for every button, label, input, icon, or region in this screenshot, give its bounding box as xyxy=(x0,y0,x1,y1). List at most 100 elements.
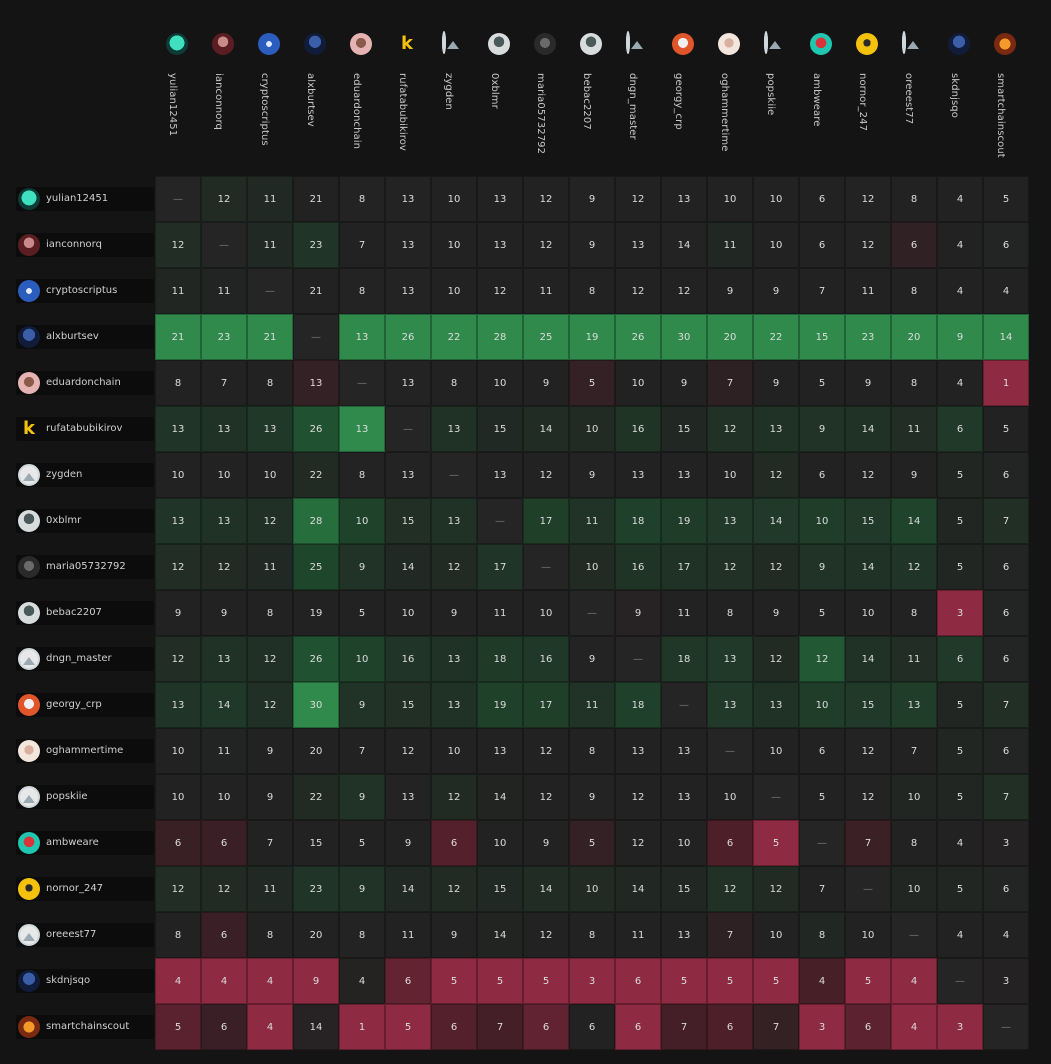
heatmap-cell[interactable]: 6 xyxy=(155,820,201,866)
heatmap-cell-diagonal[interactable]: — xyxy=(523,544,569,590)
column-header[interactable]: zygden xyxy=(431,31,477,173)
heatmap-cell[interactable]: 12 xyxy=(707,406,753,452)
column-header[interactable]: oreeest77 xyxy=(891,31,937,173)
heatmap-cell[interactable]: 22 xyxy=(753,314,799,360)
heatmap-cell[interactable]: 4 xyxy=(937,360,983,406)
heatmap-cell[interactable]: 8 xyxy=(339,452,385,498)
heatmap-cell[interactable]: 14 xyxy=(845,544,891,590)
heatmap-cell[interactable]: 15 xyxy=(661,406,707,452)
heatmap-cell[interactable]: 6 xyxy=(431,820,477,866)
heatmap-cell[interactable]: 13 xyxy=(431,406,477,452)
heatmap-cell-diagonal[interactable]: — xyxy=(937,958,983,1004)
heatmap-cell[interactable]: 13 xyxy=(431,682,477,728)
heatmap-cell[interactable]: 9 xyxy=(569,636,615,682)
heatmap-cell[interactable]: 5 xyxy=(431,958,477,1004)
column-header[interactable]: alxburtsev xyxy=(293,33,339,173)
heatmap-cell-diagonal[interactable]: — xyxy=(385,406,431,452)
heatmap-cell[interactable]: 12 xyxy=(431,866,477,912)
heatmap-cell[interactable]: 10 xyxy=(799,682,845,728)
heatmap-cell[interactable]: 5 xyxy=(339,590,385,636)
row-header[interactable]: cryptoscriptus xyxy=(16,279,154,303)
heatmap-cell[interactable]: 12 xyxy=(385,728,431,774)
heatmap-cell[interactable]: 14 xyxy=(477,774,523,820)
heatmap-cell[interactable]: 10 xyxy=(707,774,753,820)
heatmap-cell-diagonal[interactable]: — xyxy=(983,1004,1029,1050)
heatmap-cell[interactable]: 9 xyxy=(431,590,477,636)
heatmap-cell[interactable]: 6 xyxy=(937,406,983,452)
heatmap-cell[interactable]: 13 xyxy=(477,222,523,268)
heatmap-cell[interactable]: 14 xyxy=(845,406,891,452)
heatmap-cell[interactable]: 8 xyxy=(891,590,937,636)
heatmap-cell[interactable]: 4 xyxy=(891,1004,937,1050)
heatmap-cell[interactable]: 8 xyxy=(155,360,201,406)
heatmap-cell[interactable]: 13 xyxy=(707,636,753,682)
heatmap-cell[interactable]: 10 xyxy=(753,728,799,774)
heatmap-cell[interactable]: 8 xyxy=(569,728,615,774)
heatmap-cell[interactable]: 9 xyxy=(569,452,615,498)
heatmap-cell[interactable]: 12 xyxy=(661,268,707,314)
heatmap-cell[interactable]: 10 xyxy=(247,452,293,498)
heatmap-cell[interactable]: 10 xyxy=(661,820,707,866)
heatmap-cell-diagonal[interactable]: — xyxy=(891,912,937,958)
column-header[interactable]: eduardonchain xyxy=(339,33,385,173)
heatmap-cell[interactable]: 6 xyxy=(615,958,661,1004)
heatmap-cell[interactable]: 12 xyxy=(155,866,201,912)
heatmap-cell[interactable]: 9 xyxy=(247,728,293,774)
heatmap-cell[interactable]: 4 xyxy=(937,222,983,268)
heatmap-cell[interactable]: 7 xyxy=(707,912,753,958)
heatmap-cell[interactable]: 11 xyxy=(661,590,707,636)
column-header[interactable]: popskiie xyxy=(753,31,799,173)
heatmap-cell[interactable]: 10 xyxy=(385,590,431,636)
heatmap-cell[interactable]: 12 xyxy=(201,176,247,222)
heatmap-cell[interactable]: 8 xyxy=(155,912,201,958)
heatmap-cell[interactable]: 13 xyxy=(615,452,661,498)
heatmap-cell[interactable]: 6 xyxy=(983,866,1029,912)
heatmap-cell[interactable]: 12 xyxy=(523,222,569,268)
heatmap-cell[interactable]: 12 xyxy=(615,268,661,314)
heatmap-cell[interactable]: 12 xyxy=(247,636,293,682)
heatmap-cell[interactable]: 23 xyxy=(845,314,891,360)
heatmap-cell[interactable]: 9 xyxy=(799,544,845,590)
column-header[interactable]: georgy_crp xyxy=(661,33,707,173)
heatmap-cell-diagonal[interactable]: — xyxy=(615,636,661,682)
heatmap-cell[interactable]: 11 xyxy=(569,682,615,728)
heatmap-cell[interactable]: 8 xyxy=(339,176,385,222)
row-header[interactable]: oreeest77 xyxy=(16,923,154,947)
heatmap-cell[interactable]: 13 xyxy=(753,406,799,452)
heatmap-cell-diagonal[interactable]: — xyxy=(293,314,339,360)
heatmap-cell[interactable]: 11 xyxy=(201,728,247,774)
heatmap-cell[interactable]: 9 xyxy=(523,820,569,866)
heatmap-cell[interactable]: 25 xyxy=(523,314,569,360)
heatmap-cell[interactable]: 11 xyxy=(247,544,293,590)
heatmap-cell[interactable]: 12 xyxy=(155,222,201,268)
heatmap-cell[interactable]: 10 xyxy=(431,728,477,774)
heatmap-cell[interactable]: 10 xyxy=(615,360,661,406)
heatmap-cell[interactable]: 13 xyxy=(477,728,523,774)
column-header[interactable]: smartchainscout xyxy=(983,33,1029,173)
heatmap-cell[interactable]: 4 xyxy=(247,958,293,1004)
heatmap-cell[interactable]: 7 xyxy=(983,498,1029,544)
heatmap-cell[interactable]: 15 xyxy=(385,682,431,728)
heatmap-cell[interactable]: 20 xyxy=(293,912,339,958)
heatmap-cell[interactable]: 10 xyxy=(845,590,891,636)
row-header[interactable]: oghammertime xyxy=(16,739,154,763)
heatmap-cell[interactable]: 4 xyxy=(983,268,1029,314)
heatmap-cell[interactable]: 7 xyxy=(983,774,1029,820)
heatmap-cell[interactable]: 8 xyxy=(891,176,937,222)
heatmap-cell[interactable]: 7 xyxy=(707,360,753,406)
heatmap-cell[interactable]: 6 xyxy=(983,544,1029,590)
heatmap-cell[interactable]: 8 xyxy=(431,360,477,406)
heatmap-cell[interactable]: 7 xyxy=(799,268,845,314)
heatmap-cell[interactable]: 12 xyxy=(707,544,753,590)
heatmap-cell[interactable]: 10 xyxy=(799,498,845,544)
heatmap-cell[interactable]: 13 xyxy=(339,314,385,360)
heatmap-cell[interactable]: 10 xyxy=(339,498,385,544)
heatmap-cell[interactable]: 11 xyxy=(615,912,661,958)
heatmap-cell[interactable]: 18 xyxy=(615,682,661,728)
heatmap-cell-diagonal[interactable]: — xyxy=(155,176,201,222)
heatmap-cell-diagonal[interactable]: — xyxy=(477,498,523,544)
heatmap-cell[interactable]: 13 xyxy=(661,728,707,774)
heatmap-cell[interactable]: 30 xyxy=(661,314,707,360)
heatmap-cell[interactable]: 11 xyxy=(477,590,523,636)
column-header[interactable]: oghammertime xyxy=(707,33,753,173)
